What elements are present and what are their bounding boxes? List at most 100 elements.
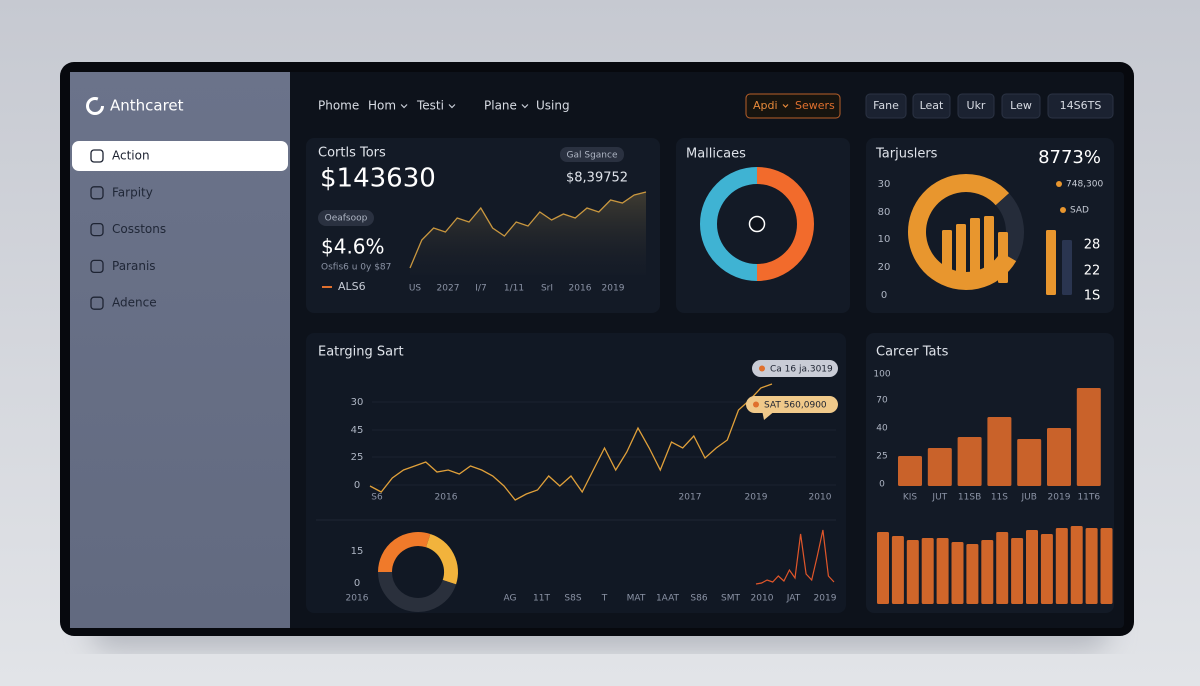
bar bbox=[984, 216, 994, 283]
x-tick-label: 2016 bbox=[569, 284, 592, 294]
bar bbox=[942, 230, 952, 283]
tooltip bbox=[746, 396, 838, 413]
nav-item[interactable]: Cosstons bbox=[112, 222, 166, 236]
nav-icon bbox=[90, 222, 104, 237]
x-tick-label: 2016 bbox=[346, 594, 369, 604]
x-tick-label: 2019 bbox=[814, 594, 837, 604]
action-button[interactable]: Apdi bbox=[753, 99, 778, 112]
nav-item[interactable]: Farpity bbox=[112, 185, 153, 199]
line bbox=[409, 191, 647, 269]
legend-dot bbox=[1056, 181, 1062, 187]
change-note: Osfis6 u 0y $87 bbox=[321, 263, 391, 273]
bar bbox=[1046, 230, 1056, 295]
bar bbox=[957, 437, 982, 486]
badge-text: Oeafsoop bbox=[325, 214, 368, 224]
top-nav-link[interactable]: Using bbox=[536, 99, 570, 113]
figure: 1S bbox=[1084, 289, 1101, 304]
toolbar-button[interactable] bbox=[912, 93, 951, 119]
toolbar-button[interactable] bbox=[865, 93, 907, 119]
legend-dot bbox=[1060, 207, 1066, 213]
x-tick-label: JAT bbox=[786, 594, 801, 604]
bar bbox=[1055, 528, 1068, 604]
bar bbox=[936, 538, 949, 604]
tooltip bbox=[752, 360, 838, 377]
y-tick-label: 30 bbox=[351, 397, 364, 408]
toolbar-button-label[interactable]: Lew bbox=[1010, 99, 1032, 112]
toolbar-button-label[interactable]: Fane bbox=[873, 99, 899, 112]
top-nav-link[interactable]: Hom bbox=[368, 99, 396, 113]
donut-segment bbox=[378, 532, 431, 573]
x-tick-label: 11T6 bbox=[1077, 493, 1100, 503]
x-tick-label: I/7 bbox=[475, 284, 486, 294]
top-nav-link[interactable]: Plane bbox=[484, 99, 517, 113]
x-tick-label: MAT bbox=[627, 594, 646, 604]
caret bbox=[521, 104, 529, 109]
nav-item[interactable]: Paranis bbox=[112, 259, 156, 273]
bar bbox=[996, 532, 1009, 604]
nav-icon bbox=[90, 149, 104, 163]
bar bbox=[927, 448, 952, 486]
y-tick-label: 0 bbox=[879, 480, 885, 490]
x-tick-label: US bbox=[409, 284, 422, 294]
nav-item-active[interactable] bbox=[72, 141, 288, 171]
y-tick-label: 30 bbox=[878, 179, 891, 190]
legend-label: 748,300 bbox=[1066, 180, 1103, 190]
bar bbox=[956, 224, 966, 283]
action-group[interactable] bbox=[745, 93, 841, 119]
figure: 28 bbox=[1084, 238, 1101, 253]
brand-name: Anthcaret bbox=[110, 97, 184, 115]
y-tick-label: 20 bbox=[878, 262, 891, 273]
x-tick-label: 11S bbox=[991, 493, 1008, 503]
card-title: Carcer Tats bbox=[876, 345, 949, 360]
y-tick-label: 25 bbox=[876, 452, 887, 462]
y-tick-label: 25 bbox=[351, 452, 364, 463]
caret bbox=[782, 104, 789, 108]
legend-label: ALS6 bbox=[338, 280, 366, 293]
side-value: $8,39752 bbox=[566, 171, 628, 186]
y-tick-label: 100 bbox=[873, 370, 890, 380]
x-tick-label: 2017 bbox=[679, 493, 702, 503]
bar bbox=[981, 540, 994, 604]
badge bbox=[318, 210, 374, 226]
toolbar-button-label[interactable]: 14S6TS bbox=[1060, 99, 1102, 112]
toolbar-button[interactable] bbox=[957, 93, 995, 119]
tooltip-dot bbox=[753, 401, 759, 408]
y-tick-label: 0 bbox=[354, 480, 360, 491]
bar bbox=[898, 456, 922, 486]
donut-segment bbox=[425, 533, 458, 585]
toolbar-button[interactable] bbox=[1001, 93, 1041, 119]
tooltip-dot bbox=[759, 365, 765, 372]
top-nav-link[interactable]: Phome bbox=[318, 99, 359, 113]
bar bbox=[998, 232, 1008, 283]
bar bbox=[1062, 240, 1072, 295]
bar bbox=[877, 532, 889, 604]
toolbar-button[interactable] bbox=[1047, 93, 1114, 119]
bar bbox=[906, 540, 919, 604]
x-tick-label: 11T bbox=[533, 594, 550, 604]
summary-value: $143630 bbox=[320, 164, 436, 194]
brand-logo bbox=[86, 97, 104, 115]
bar bbox=[1070, 526, 1083, 604]
x-tick-label: S8S bbox=[564, 594, 581, 604]
top-nav-link[interactable]: Testi bbox=[416, 99, 444, 113]
toolbar-button-label[interactable]: Ukr bbox=[967, 99, 986, 112]
donut-center bbox=[748, 215, 766, 233]
x-tick-label: 11SB bbox=[958, 493, 981, 503]
x-tick-label: 2019 bbox=[602, 284, 625, 294]
x-tick-label: S86 bbox=[690, 594, 707, 604]
action-button[interactable]: Sewers bbox=[795, 99, 835, 112]
bar bbox=[1040, 534, 1053, 604]
line bbox=[369, 383, 773, 501]
donut-segment bbox=[378, 571, 457, 612]
bar bbox=[966, 544, 979, 604]
badge-text: Gal Sgance bbox=[567, 151, 618, 161]
tooltip-text: Ca 16 ja.3019 bbox=[770, 365, 833, 375]
toolbar-button-label[interactable]: Leat bbox=[920, 99, 944, 112]
bar bbox=[1026, 530, 1038, 604]
x-tick-label: 2019 bbox=[1048, 493, 1071, 503]
caret bbox=[448, 104, 456, 109]
y-tick-label: 40 bbox=[876, 424, 888, 434]
bar bbox=[1085, 528, 1098, 604]
nav-item[interactable]: Adence bbox=[112, 296, 157, 310]
nav-item[interactable]: Action bbox=[112, 149, 150, 163]
